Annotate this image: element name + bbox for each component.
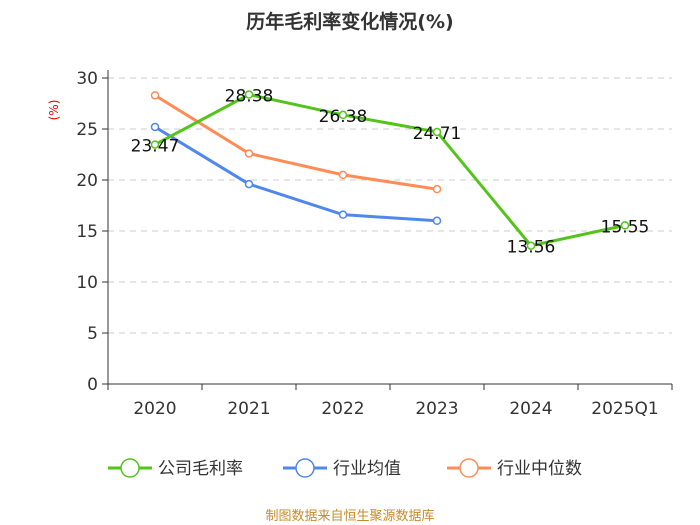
- series-line: [154, 94, 438, 191]
- data-label: 15.55: [601, 217, 650, 237]
- y-tick-label: 15: [76, 222, 98, 242]
- y-tick-label: 0: [87, 375, 98, 395]
- data-point: [432, 216, 442, 226]
- data-point: [150, 140, 160, 149]
- x-tick-label: 2022: [321, 399, 364, 419]
- data-point: [150, 122, 160, 132]
- y-tick-label: 10: [76, 273, 98, 293]
- y-tick-label: 30: [76, 69, 98, 89]
- series-line: [154, 125, 438, 223]
- x-tick-label: 2021: [227, 399, 270, 419]
- data-point: [150, 91, 160, 100]
- y-tick-label: 5: [87, 324, 98, 344]
- data-label: 13.56: [507, 238, 556, 258]
- x-tick-label: 2025Q1: [591, 399, 658, 419]
- data-point: [338, 110, 348, 120]
- legend-label: 行业中位数: [497, 459, 582, 479]
- chart-title: 历年毛利率变化情况(%): [246, 10, 453, 33]
- legend-item: 公司毛利率: [108, 458, 243, 479]
- y-axis-unit: (%): [47, 100, 61, 121]
- legend-item: 行业均值: [283, 458, 401, 479]
- legend-marker-icon: [295, 458, 315, 478]
- data-point: [338, 210, 348, 219]
- legend-label: 行业均值: [333, 459, 401, 479]
- x-tick-label: 2020: [133, 399, 176, 419]
- data-label: 23.47: [131, 137, 180, 157]
- legend-item: 行业中位数: [447, 458, 582, 479]
- data-point: [244, 90, 254, 99]
- data-point: [432, 184, 442, 194]
- data-point: [432, 127, 442, 137]
- data-label: 26.38: [319, 107, 368, 127]
- series-line: [154, 92, 626, 248]
- x-tick-label: 2024: [509, 399, 552, 419]
- data-label: 28.38: [225, 87, 274, 107]
- y-tick-label: 25: [76, 120, 98, 140]
- data-point: [620, 221, 630, 230]
- y-tick-label: 20: [76, 171, 98, 191]
- legend-marker-icon: [459, 458, 479, 478]
- data-point: [526, 241, 536, 250]
- data-point: [338, 170, 348, 180]
- data-point: [244, 179, 254, 189]
- source-note: 制图数据来自恒生聚源数据库: [265, 508, 434, 524]
- legend-marker-icon: [120, 458, 140, 478]
- legend-label: 公司毛利率: [158, 459, 243, 479]
- x-tick-label: 2023: [415, 399, 458, 419]
- data-label: 24.71: [413, 124, 462, 144]
- data-point: [244, 149, 254, 158]
